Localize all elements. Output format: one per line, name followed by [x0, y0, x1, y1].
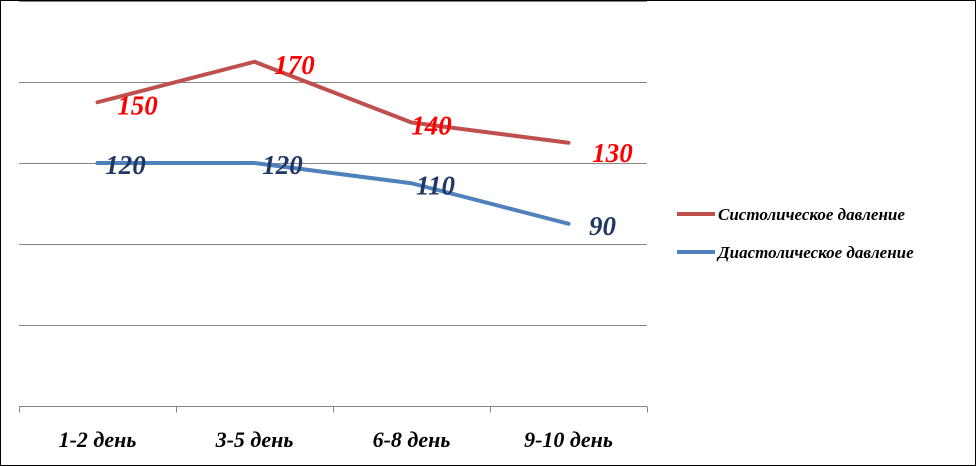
- series-lines: [95, 59, 571, 226]
- data-labels: 150 170 140 130 120 120 110 90: [105, 50, 633, 241]
- data-label: 110: [416, 170, 456, 200]
- data-label: 140: [411, 111, 452, 141]
- x-tick-label: 1-2 день: [59, 427, 137, 452]
- x-tick-label: 6-8 день: [373, 427, 451, 452]
- series-line: [95, 59, 571, 145]
- legend-label: Диастолическое давление: [716, 243, 914, 262]
- legend: Систолическое давление Диастолическое дав…: [677, 205, 914, 262]
- x-tick-label: 3-5 день: [215, 427, 294, 452]
- data-label: 120: [105, 150, 146, 180]
- legend-label: Систолическое давление: [718, 205, 905, 224]
- data-label: 170: [274, 50, 315, 80]
- x-tick-label: 9-10 день: [524, 427, 613, 452]
- x-axis: 1-2 день 3-5 день 6-8 день 9-10 день: [19, 406, 648, 452]
- data-label: 130: [592, 138, 633, 168]
- data-label: 150: [117, 90, 158, 120]
- series-line: [95, 161, 571, 226]
- data-label: 120: [262, 150, 303, 180]
- data-label: 90: [589, 211, 617, 241]
